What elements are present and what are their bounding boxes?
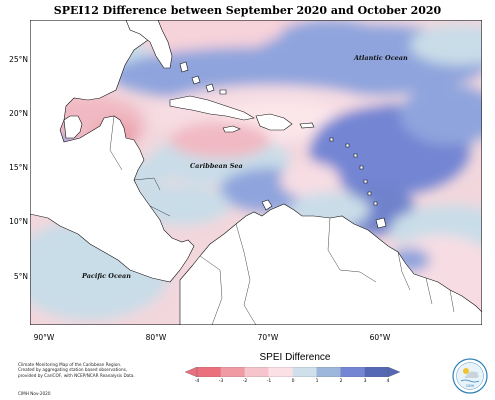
legend-tick: 4 [386,379,390,384]
wave-icon [460,379,480,383]
yucatan-land [63,115,83,139]
credit-line-1: Climate Monitoring Map of the Caribbean … [18,362,122,367]
puerto-rico-land [299,122,315,129]
lon-label-80w: 80°W [145,333,167,342]
legend-arrow-left [185,367,198,377]
map-title: SPEI12 Difference between September 2020… [53,4,442,17]
legend-swatch-4 [268,367,293,377]
legend-tick: -4 [194,379,200,384]
color-scale-bar [185,367,400,377]
atlantic-ocean-label: Atlantic Ocean [354,54,408,62]
paraguana-land [261,199,273,211]
caribbean-sea-label: Caribbean Sea [190,162,243,170]
mexico-central-america-land [30,20,195,283]
lat-label-15n: 15°N [9,163,28,172]
land-masses [30,20,482,325]
lat-label-5n: 5°N [13,272,28,281]
logo-label: CIMH [466,384,475,388]
legend-tick: 3 [363,379,367,384]
florida-land [125,20,173,69]
lat-label-10n: 10°N [9,217,28,226]
spei-map [30,20,482,325]
country-borders [109,115,455,325]
legend-tick: 2 [339,379,343,384]
legend-tick: -1 [266,379,272,384]
legend-frame [196,367,389,377]
credit-text: Climate Monitoring Map of the Caribbean … [18,362,158,378]
hispaniola-land [255,113,293,131]
cloud-icon [464,371,479,378]
legend-title: SPEI Difference [259,352,331,363]
legend-arrow-right [387,367,400,377]
map-panel [30,20,482,325]
lon-label-70w: 70°W [257,333,279,342]
jamaica-land [222,125,241,133]
legend-swatch-1 [197,367,221,377]
lesser-antilles-land [329,137,378,206]
lat-label-25n: 25°N [9,55,28,64]
credit-line-2: Created by aggregating station based obs… [18,367,128,373]
legend-tick: 1 [315,379,319,384]
legend-tick: -3 [218,379,224,384]
legend-swatch-7 [340,367,365,377]
lat-label-20n: 20°N [9,109,28,118]
pacific-ocean-label: Pacific Ocean [82,272,131,280]
legend-swatch-5 [292,367,317,377]
south-america-land [179,203,482,325]
sun-icon [463,368,469,374]
trinidad-land [375,217,387,229]
legend-swatch-3 [244,367,269,377]
credit-line-3: provided by CariCOF, with NCEP/NCAR Rean… [18,372,135,378]
lon-label-90w: 90°W [33,333,55,342]
cuba-land [169,95,255,121]
bahamas-land [179,61,227,95]
legend-tick: 0 [291,379,295,384]
cimh-logo: CIMH [452,358,488,394]
lon-label-60w: 60°W [369,333,391,342]
legend-tick: -2 [242,379,248,384]
credit-year: CIMH Nov-2020 [18,391,51,396]
legend-swatch-2 [220,367,245,377]
legend-swatch-6 [316,367,341,377]
legend-swatch-8 [364,367,388,377]
